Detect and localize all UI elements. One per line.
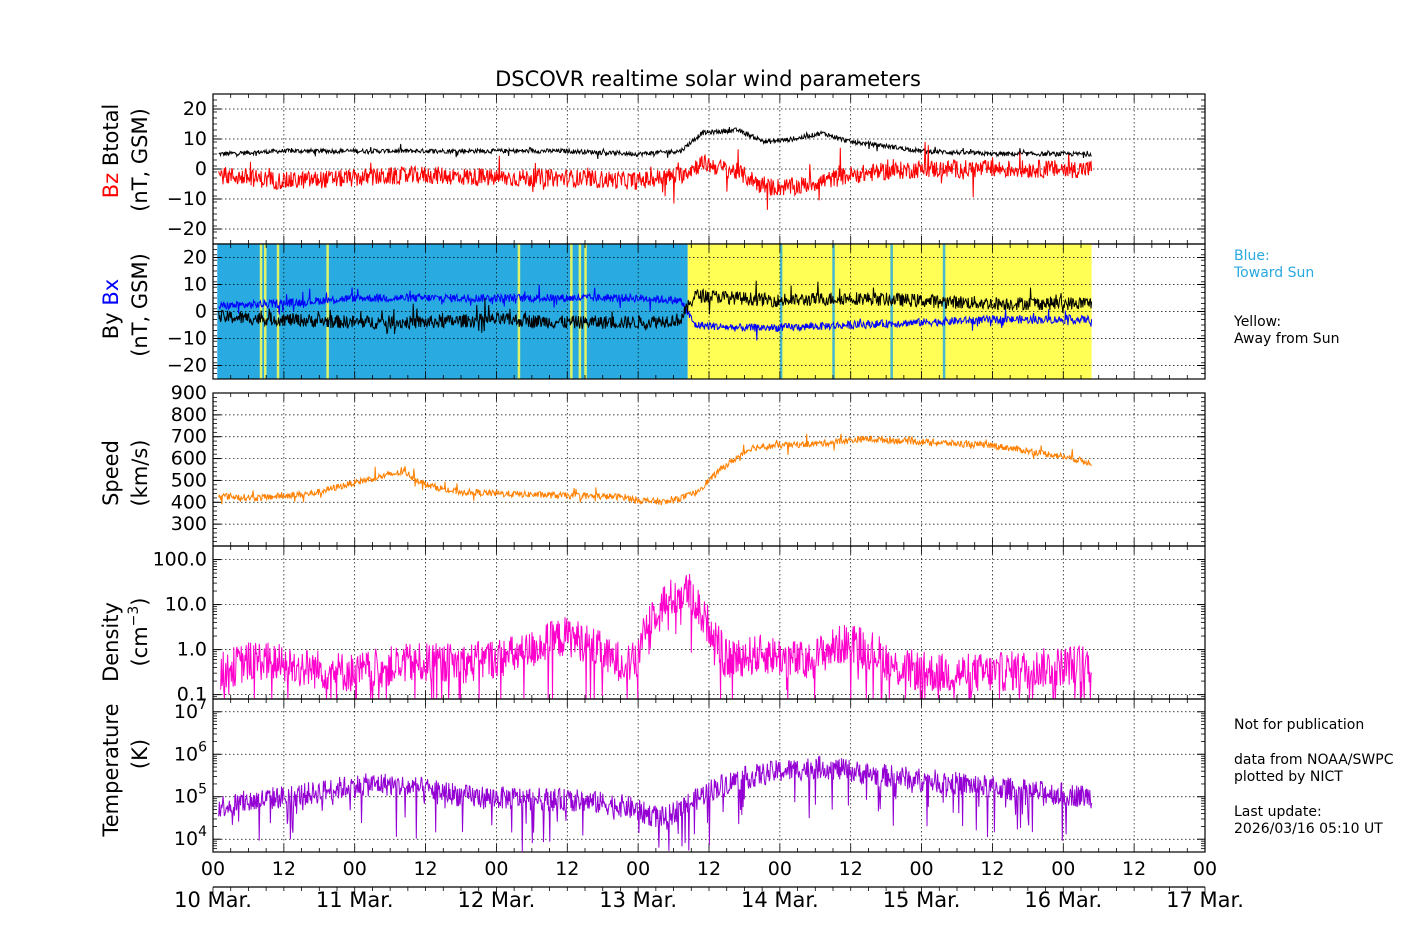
date-tick-label: 17 Mar. [1166, 888, 1244, 912]
ytick-label: 104 [174, 824, 207, 850]
hour-tick-label: 12 [555, 858, 579, 880]
date-tick-label: 10 Mar. [174, 888, 252, 912]
ytick-label: 1.0 [177, 639, 207, 661]
ytick-label: 20 [183, 98, 207, 120]
note-update-time: 2026/03/16 05:10 UT [1234, 821, 1383, 837]
ytick-label: 700 [171, 426, 207, 448]
hour-tick-label: 12 [697, 858, 721, 880]
ytick-label: 400 [171, 491, 207, 513]
date-tick-label: 11 Mar. [316, 888, 394, 912]
ytick-label: 0 [195, 158, 207, 180]
hour-tick-label: 00 [909, 858, 933, 880]
time-axis: 00 12 00 12 00 12 00 12 00 12 00 12 00 12 00 10 Mar. 11 … [174, 858, 1244, 912]
series-by [218, 280, 1093, 335]
ytick-label: −20 [167, 355, 207, 377]
date-tick-label: 14 Mar. [741, 888, 819, 912]
date-tick-label: 12 Mar. [458, 888, 536, 912]
ytick-label: 500 [171, 469, 207, 491]
hour-tick-label: 00 [484, 858, 508, 880]
ytick-label: 106 [174, 739, 207, 765]
series-temperature [218, 755, 1093, 853]
note-source: data from NOAA/SWPC [1234, 752, 1394, 768]
hour-tick-label: 00 [343, 858, 367, 880]
ylabel-units-p4: (cm−3) [126, 597, 152, 666]
legend-yellow-desc: Away from Sun [1234, 331, 1340, 347]
ylabel-units-p1: (nT, GSM) [128, 108, 152, 212]
ylabel-units-p2: (nT, GSM) [128, 253, 152, 357]
ytick-label: 10 [183, 128, 207, 150]
date-tick-label: 15 Mar. [883, 888, 961, 912]
ytick-label: 600 [171, 448, 207, 470]
ytick-label: 0 [195, 301, 207, 323]
series-density [219, 573, 1093, 700]
hour-tick-label: 00 [201, 858, 225, 880]
ylabel-bz-btotal: Bz Btotal [99, 104, 123, 199]
ytick-label: 300 [171, 513, 207, 535]
hour-tick-label: 12 [413, 858, 437, 880]
hour-tick-label: 12 [1122, 858, 1146, 880]
series-btotal [218, 127, 1092, 160]
panels-group: 20 10 0 −10 −20 20 10 0 −10 −20 900800700600500400… [99, 93, 1206, 853]
series-bx [218, 284, 1093, 341]
ytick-label: 20 [183, 247, 207, 269]
ytick-label: 10.0 [165, 594, 207, 616]
hour-tick-label: 12 [839, 858, 863, 880]
ytick-label: 100.0 [153, 549, 207, 571]
ytick-label: −20 [167, 218, 207, 240]
ytick-label: 107 [174, 697, 207, 723]
ytick-label: −10 [167, 188, 207, 210]
ytick-label: 800 [171, 404, 207, 426]
ytick-label: 105 [174, 782, 207, 808]
legend-yellow-label: Yellow: [1234, 314, 1282, 330]
note-publication: Not for publication [1234, 717, 1365, 733]
hour-tick-label: 12 [272, 858, 296, 880]
note-plotted: plotted by NICT [1234, 769, 1343, 785]
series-speed [218, 433, 1092, 506]
sector-stripe-11 [942, 244, 946, 379]
hour-tick-label: 00 [1051, 858, 1075, 880]
ylabel-temperature: Temperature [99, 703, 123, 837]
ylabel-speed: Speed [99, 440, 123, 506]
sector-stripe-3 [326, 244, 329, 379]
series-bz [218, 141, 1093, 210]
ylabel-by-bx: By Bx [99, 279, 123, 339]
chart-title: DSCOVR realtime solar wind parameters [495, 67, 921, 91]
ytick-label: 0.1 [177, 684, 207, 706]
ylabel-density: Density [99, 602, 123, 682]
sector-stripe-10 [890, 244, 893, 379]
hour-tick-label: 12 [980, 858, 1004, 880]
hour-tick-label: 00 [1193, 858, 1217, 880]
ytick-label: 900 [171, 382, 207, 404]
hour-tick-label: 00 [626, 858, 650, 880]
ytick-label: −10 [167, 328, 207, 350]
date-tick-label: 13 Mar. [599, 888, 677, 912]
date-tick-label: 16 Mar. [1024, 888, 1102, 912]
ylabel-units-p5: (K) [128, 739, 152, 769]
legend-blue-label: Blue: [1234, 248, 1270, 264]
ylabel-units-p3: (km/s) [128, 439, 152, 506]
legend-blue-desc: Toward Sun [1234, 265, 1315, 281]
sector-stripe-4 [517, 244, 521, 379]
hour-tick-label: 00 [768, 858, 792, 880]
note-update-label: Last update: [1234, 804, 1322, 820]
sector-stripe-5 [570, 244, 573, 379]
ytick-label: 10 [183, 274, 207, 296]
sector-stripe-6 [578, 244, 582, 379]
